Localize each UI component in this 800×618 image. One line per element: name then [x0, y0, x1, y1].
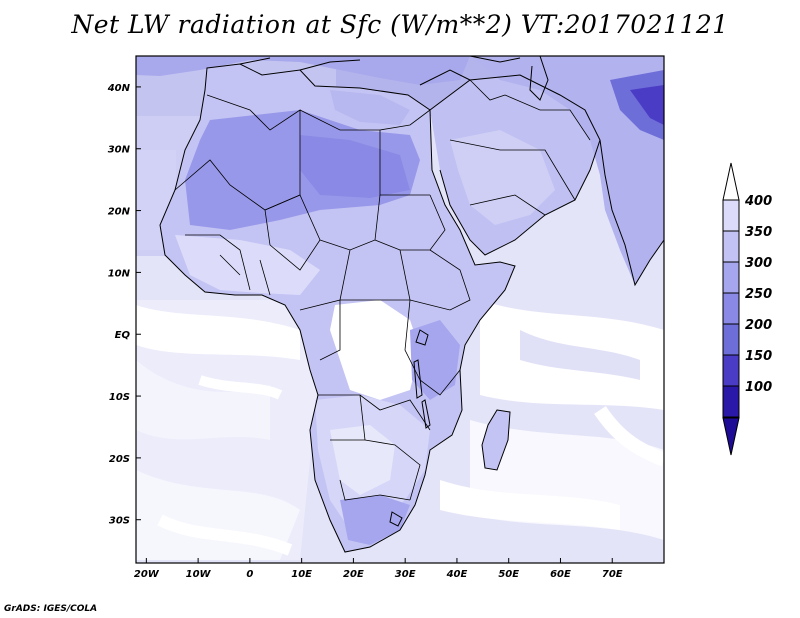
colorbar-swatch [722, 354, 740, 387]
lon-tick-label: 50E [498, 569, 519, 580]
lon-tick-label: 20E [343, 569, 364, 580]
mediterranean-coast [239, 57, 471, 86]
madagascar [481, 409, 511, 471]
lon-tick-label: 0 [246, 569, 253, 580]
lon-tick-label: 40E [446, 569, 468, 580]
colorbar-swatch [722, 323, 740, 356]
lon-tick-label: 10W [186, 569, 212, 580]
caspian-coast [529, 56, 549, 101]
colorbar-swatch [722, 199, 740, 232]
latitude-axis: 40N 30N 20N 10N EQ 10S 20S 30S [107, 83, 141, 527]
colorbar-top-arrow [722, 162, 740, 201]
lon-tick-label: 30E [395, 569, 416, 580]
lat-tick-label: 30S [109, 516, 130, 527]
map-title: Net LW radiation at Sfc (W/m**2) VT:2017… [71, 10, 729, 39]
colorbar-label: 350 [745, 225, 772, 240]
sahara-core [300, 135, 410, 198]
colorbar-label: 300 [745, 256, 772, 271]
longitude-axis: 20W 10W 0 10E 20E 30E 40E 50E 60E 70E [134, 558, 623, 580]
colorbar-swatch [722, 230, 740, 263]
coastlines [159, 56, 664, 553]
country-borders [174, 79, 591, 501]
lon-tick-label: 20W [134, 569, 160, 580]
map-frame [135, 55, 665, 564]
lat-tick-label: EQ [115, 330, 131, 341]
colorbar-bottom-arrow [722, 417, 740, 456]
colorbar-swatch [722, 292, 740, 325]
east-africa-zone [410, 320, 460, 400]
europe-land [136, 56, 470, 85]
red-sea-coast [429, 74, 601, 256]
lon-tick-label: 70E [602, 569, 623, 580]
lakes [389, 329, 431, 527]
colorbar-label: 400 [744, 194, 772, 209]
black-sea-coast [469, 56, 521, 63]
africa-coastline [159, 63, 516, 553]
lat-tick-label: 20S [109, 454, 130, 465]
lat-tick-label: 10N [108, 268, 131, 279]
colorbar-label: 250 [745, 287, 772, 302]
arabia-zone [450, 130, 555, 225]
congo-basin [330, 300, 420, 400]
colorbar: 400 350 300 250 200 150 100 [722, 162, 772, 456]
lat-tick-label: 20N [108, 207, 131, 218]
colorbar-label: 150 [745, 349, 772, 364]
lon-tick-label: 10E [291, 569, 312, 580]
west-africa-zone [175, 235, 320, 295]
grads-credit: GrADS: IGES/COLA [4, 604, 98, 614]
lat-tick-label: 10S [109, 392, 130, 403]
colorbar-label: 100 [745, 380, 772, 395]
india-coastline [599, 139, 664, 287]
libya-zone [330, 90, 410, 125]
colorbar-swatch [722, 385, 740, 418]
map-plot-area [136, 56, 664, 563]
lat-tick-label: 40N [107, 83, 131, 94]
lon-tick-label: 60E [550, 569, 571, 580]
colorbar-swatch [722, 261, 740, 294]
south-africa-zone [340, 495, 410, 545]
eurasia-land [470, 56, 664, 285]
himalaya-peak [630, 85, 664, 125]
colorbar-label: 200 [745, 318, 772, 333]
lat-tick-label: 30N [108, 145, 131, 156]
